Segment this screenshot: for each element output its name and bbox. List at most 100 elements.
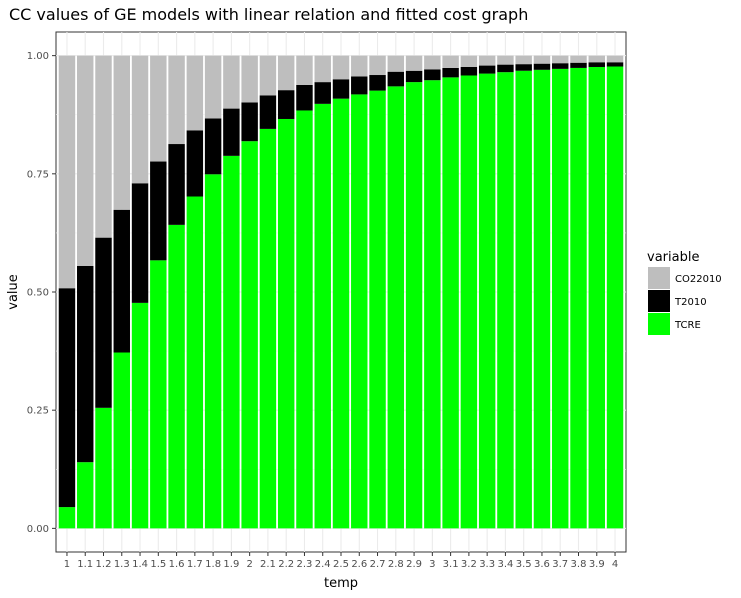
bar-tcre-3.1 — [442, 77, 459, 529]
bar-t2010-1.2 — [95, 237, 112, 408]
bar-co22010-3.4 — [497, 55, 514, 65]
bar-co22010-2.7 — [369, 55, 386, 76]
bar-t2010-3.7 — [552, 63, 569, 69]
x-tick-label: 4 — [612, 559, 618, 570]
x-tick-label: 2.4 — [315, 559, 331, 570]
bar-co22010-3.7 — [552, 55, 569, 64]
bar-co22010-3.1 — [442, 55, 459, 68]
bar-t2010-3.6 — [533, 63, 551, 70]
bar-co22010-1.9 — [223, 55, 240, 109]
x-tick-label: 3.2 — [461, 559, 477, 570]
x-tick-label: 3.9 — [589, 559, 605, 570]
bar-tcre-3.6 — [533, 69, 551, 529]
bar-co22010-2.1 — [259, 55, 277, 96]
x-tick-label: 2.5 — [333, 559, 349, 570]
bar-co22010-2.3 — [296, 55, 313, 85]
bar-tcre-3.7 — [552, 68, 569, 529]
bar-tcre-1.1 — [77, 462, 94, 529]
bar-t2010-2.9 — [405, 70, 423, 83]
x-tick-label: 3.8 — [571, 559, 587, 570]
legend-key-co22010 — [648, 267, 670, 289]
bar-tcre-2 — [241, 141, 258, 529]
bar-tcre-2.4 — [314, 103, 331, 529]
bar-co22010-3.8 — [570, 55, 587, 63]
x-tick-label: 2.9 — [406, 559, 422, 570]
bar-t2010-1.9 — [223, 108, 240, 156]
bar-tcre-2.8 — [387, 86, 405, 529]
bar-co22010-2.9 — [405, 55, 423, 71]
bar-co22010-1.7 — [186, 55, 204, 131]
y-tick-label: 0.50 — [27, 288, 49, 299]
bar-co22010-4 — [606, 55, 624, 63]
bar-t2010-1.8 — [204, 118, 222, 175]
bar-t2010-4 — [606, 62, 624, 67]
bar-t2010-3.8 — [570, 62, 587, 68]
x-tick-label: 3.4 — [497, 559, 513, 570]
bar-t2010-2.4 — [314, 82, 331, 104]
bar-co22010-2.2 — [277, 55, 295, 91]
bar-t2010-1.6 — [168, 144, 185, 225]
bar-tcre-3.2 — [460, 75, 478, 529]
bar-t2010-3.1 — [442, 67, 459, 78]
bar-co22010-1.4 — [131, 55, 149, 184]
chart-title: CC values of GE models with linear relat… — [9, 5, 528, 24]
legend-label-tcre: TCRE — [674, 320, 701, 331]
bar-co22010-1.3 — [113, 55, 130, 210]
legend-label-t2010: T2010 — [674, 297, 707, 308]
bar-tcre-1.3 — [113, 352, 130, 529]
x-tick-label: 3.6 — [534, 559, 550, 570]
bar-tcre-1 — [58, 507, 76, 529]
bar-tcre-1.9 — [223, 155, 240, 529]
x-tick-label: 2.3 — [297, 559, 313, 570]
bar-tcre-2.3 — [296, 110, 313, 529]
bar-tcre-2.7 — [369, 90, 386, 529]
bars-group — [58, 55, 624, 529]
bar-t2010-3.2 — [460, 66, 478, 76]
bar-tcre-1.2 — [95, 407, 112, 529]
legend: variable CO22010 T2010 TCRE — [647, 250, 722, 335]
x-tick-label: 1.7 — [187, 559, 203, 570]
bar-co22010-2.4 — [314, 55, 331, 83]
bar-tcre-2.1 — [259, 128, 277, 529]
x-tick-label: 2.2 — [278, 559, 294, 570]
bar-tcre-3.9 — [588, 66, 605, 529]
bar-tcre-3.5 — [515, 70, 532, 529]
x-tick-label: 2 — [246, 559, 252, 570]
bar-co22010-3.9 — [588, 55, 605, 63]
x-tick-label: 3.7 — [552, 559, 568, 570]
x-tick-label: 1.6 — [169, 559, 185, 570]
bar-t2010-2.8 — [387, 71, 405, 87]
y-tick-label: 0.00 — [27, 524, 49, 535]
x-tick-label: 1.9 — [223, 559, 239, 570]
x-tick-label: 2.1 — [260, 559, 276, 570]
bar-tcre-2.9 — [405, 82, 423, 529]
bar-co22010-2 — [241, 55, 258, 103]
bar-t2010-1.4 — [131, 183, 149, 303]
x-tick-label: 2.7 — [370, 559, 386, 570]
x-tick-label: 1.4 — [132, 559, 148, 570]
bar-tcre-3.8 — [570, 67, 587, 529]
bar-t2010-3.9 — [588, 62, 605, 67]
x-axis-title: temp — [324, 576, 358, 591]
y-axis-title: value — [6, 274, 21, 310]
bar-t2010-1.3 — [113, 209, 130, 353]
y-tick-label: 1.00 — [27, 51, 49, 62]
x-axis-ticks: 1 1.1 1.2 1.3 1.4 1.5 1.6 1.7 1.8 1.9 2 2.1 2.2 2.3 2.… — [64, 552, 618, 570]
x-tick-label: 1.2 — [96, 559, 112, 570]
x-tick-label: 3.3 — [479, 559, 495, 570]
bar-t2010-2.1 — [259, 95, 277, 129]
bar-t2010-3.4 — [497, 64, 514, 73]
bar-tcre-1.8 — [204, 174, 222, 529]
bar-tcre-1.5 — [150, 260, 167, 529]
legend-title: variable — [647, 250, 699, 265]
bar-tcre-3 — [424, 80, 441, 529]
x-tick-label: 1.8 — [205, 559, 221, 570]
bar-tcre-4 — [606, 66, 624, 529]
bar-co22010-3.2 — [460, 55, 478, 67]
bar-t2010-1 — [58, 288, 76, 508]
bar-co22010-1.2 — [95, 55, 112, 238]
y-tick-label: 0.25 — [27, 406, 49, 417]
bar-t2010-2.7 — [369, 75, 386, 91]
bar-t2010-2.5 — [332, 79, 350, 99]
